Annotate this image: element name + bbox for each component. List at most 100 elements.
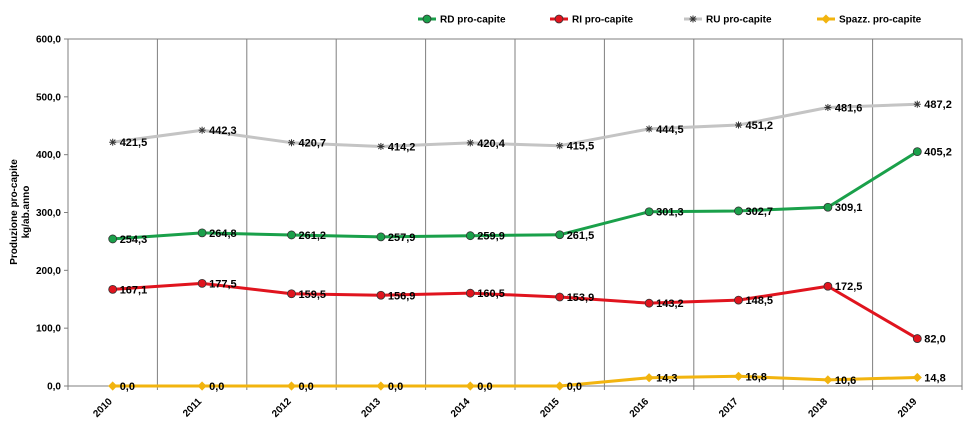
data-label-spazz-pro-capite: 14,3 [656, 373, 677, 385]
x-tick-label: 2010 [91, 396, 115, 420]
data-point-rd-pro-capite [465, 231, 475, 241]
data-point-ru-pro-capite [556, 142, 564, 150]
data-label-ri-pro-capite: 143,2 [656, 298, 684, 310]
data-label-rd-pro-capite: 264,8 [209, 228, 237, 240]
data-point-spazz-pro-capite [197, 381, 207, 391]
data-point-rd-pro-capite [823, 202, 833, 212]
data-point-ru-pro-capite [377, 142, 385, 150]
data-label-ru-pro-capite: 487,2 [924, 99, 952, 111]
data-label-spazz-pro-capite: 14,8 [924, 372, 945, 384]
data-label-spazz-pro-capite: 0,0 [388, 381, 403, 393]
data-point-ri-pro-capite [108, 284, 118, 294]
y-tick-label: 500,0 [36, 92, 61, 103]
data-point-ru-pro-capite [198, 126, 206, 134]
data-label-ri-pro-capite: 177,5 [209, 278, 237, 290]
data-point-ri-pro-capite [734, 295, 743, 305]
legend-label: Spazz. pro-capite [839, 15, 922, 26]
series-ri-pro-capite: 167,1 177,5 159,5 156,9 160,5 153,9 143,2 148,5… [108, 278, 946, 346]
y-axis-title-line-2: kg/ab.anno [21, 186, 32, 239]
data-label-ri-pro-capite: 156,9 [388, 290, 416, 302]
x-tick-label: 2012 [270, 396, 294, 420]
y-tick-label: 200,0 [36, 266, 61, 277]
legend-item: RD pro-capite [418, 15, 506, 26]
data-label-rd-pro-capite: 261,5 [567, 230, 595, 242]
x-tick-label: 2017 [717, 396, 741, 420]
data-label-rd-pro-capite: 261,2 [299, 230, 327, 242]
data-label-ri-pro-capite: 172,5 [835, 281, 863, 293]
data-label-ru-pro-capite: 442,3 [209, 125, 237, 137]
data-point-rd-pro-capite [555, 230, 565, 240]
data-label-ri-pro-capite: 82,0 [924, 334, 945, 346]
x-tick-label: 2018 [807, 396, 831, 420]
data-point-spazz-pro-capite [644, 373, 654, 383]
series-spazz-pro-capite: 0,0 0,0 0,0 0,0 0,0 0,0 14,3 16,8 10,6 14,8 [108, 371, 946, 393]
x-tick-label: 2014 [449, 396, 473, 420]
data-point-ri-pro-capite [823, 281, 833, 291]
legend-item: RU pro-capite [684, 15, 772, 26]
y-tick-label: 400,0 [36, 150, 61, 161]
data-label-ru-pro-capite: 444,5 [656, 124, 684, 136]
data-label-ri-pro-capite: 160,5 [477, 288, 505, 300]
data-point-rd-pro-capite [108, 234, 118, 244]
data-point-spazz-pro-capite [376, 381, 386, 391]
data-point-ru-pro-capite [288, 139, 295, 147]
data-point-spazz-pro-capite [912, 372, 922, 383]
data-point-ru-pro-capite [824, 103, 832, 111]
data-label-ru-pro-capite: 481,6 [835, 102, 863, 114]
data-point-ri-pro-capite [376, 290, 386, 300]
data-label-rd-pro-capite: 259,9 [477, 231, 505, 243]
data-point-spazz-pro-capite [108, 381, 118, 391]
legend-label: RU pro-capite [706, 15, 772, 26]
data-label-ru-pro-capite: 421,5 [120, 137, 148, 149]
data-point-rd-pro-capite [376, 232, 386, 242]
plot-area: 0,0 100,0 200,0 300,0 400,0 500,0 600,0 2010 201… [36, 35, 963, 420]
data-label-rd-pro-capite: 302,7 [746, 206, 774, 218]
series-line-rd-pro-capite [112, 150, 919, 241]
data-point-spazz-pro-capite [555, 381, 565, 391]
legend-item: RI pro-capite [550, 15, 634, 26]
data-point-rd-pro-capite [644, 207, 654, 217]
data-label-ru-pro-capite: 420,7 [299, 138, 327, 150]
data-label-ri-pro-capite: 167,1 [120, 284, 148, 296]
data-label-spazz-pro-capite: 0,0 [477, 381, 492, 393]
y-axis-title-line-1: Produzione pro-capite [9, 159, 20, 265]
data-point-spazz-pro-capite [733, 371, 744, 381]
y-tick-label: 100,0 [36, 324, 61, 335]
data-point-ri-pro-capite [555, 292, 565, 302]
y-tick-label: 300,0 [36, 208, 61, 219]
data-label-rd-pro-capite: 405,2 [924, 147, 952, 159]
data-label-rd-pro-capite: 309,1 [835, 202, 863, 214]
legend-swatch-marker [821, 14, 831, 24]
data-point-ru-pro-capite [466, 139, 474, 147]
x-tick-label: 2015 [538, 396, 562, 420]
data-point-spazz-pro-capite [823, 375, 833, 385]
data-label-ru-pro-capite: 414,2 [388, 141, 416, 153]
series-line-ru-pro-capite [112, 102, 918, 148]
legend-swatch-marker [422, 14, 432, 24]
legend-swatch-marker [554, 14, 564, 24]
series-ru-pro-capite: 421,5 442,3 420,7 414,2 420,4 415,5 444,5 451,2… [109, 99, 952, 153]
y-axis-title: Produzione pro-capite kg/ab.anno [9, 159, 32, 265]
data-point-rd-pro-capite [734, 206, 743, 216]
data-label-rd-pro-capite: 254,3 [120, 234, 148, 246]
data-label-spazz-pro-capite: 0,0 [299, 381, 314, 393]
legend: RD pro-capite RI pro-capite RU pro-capite S… [418, 14, 922, 26]
series-line-spazz-pro-capite [112, 374, 918, 388]
data-point-spazz-pro-capite [286, 381, 297, 391]
data-point-rd-pro-capite [197, 228, 207, 238]
data-label-spazz-pro-capite: 10,6 [835, 375, 856, 387]
y-tick-label: 0,0 [47, 382, 61, 393]
data-point-ri-pro-capite [197, 278, 207, 288]
data-point-ru-pro-capite [913, 100, 921, 108]
data-point-spazz-pro-capite [465, 381, 475, 391]
data-label-ri-pro-capite: 148,5 [746, 295, 774, 307]
legend-label: RI pro-capite [572, 15, 634, 26]
data-point-ru-pro-capite [735, 121, 742, 129]
data-point-ri-pro-capite [465, 288, 475, 298]
legend-label: RD pro-capite [440, 15, 506, 26]
data-point-rd-pro-capite [912, 147, 922, 157]
data-label-rd-pro-capite: 257,9 [388, 232, 416, 244]
data-point-rd-pro-capite [287, 230, 296, 240]
x-tick-label: 2013 [360, 396, 384, 420]
